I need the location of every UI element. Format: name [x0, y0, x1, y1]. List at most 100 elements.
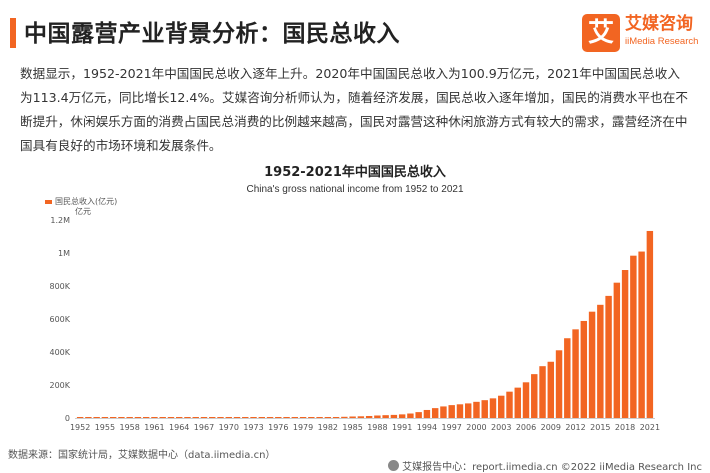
x-tick-label: 2015	[590, 423, 610, 432]
x-tick-label: 1997	[442, 423, 462, 432]
bar-2014	[588, 311, 596, 418]
x-tick-label: 2006	[516, 423, 536, 432]
bar-1967	[200, 417, 208, 418]
logo-subtitle: iiMedia Research	[625, 36, 699, 47]
bar-1971	[233, 417, 241, 418]
bar-1960	[142, 417, 150, 418]
bar-1957	[118, 417, 125, 418]
data-source: 数据来源：国家统计局，艾媒数据中心（data.iimedia.cn）	[8, 450, 276, 461]
page-title: 中国露营产业背景分析：国民总收入	[24, 21, 400, 47]
y-tick-label: 600K	[49, 315, 70, 324]
bar-1959	[134, 417, 142, 418]
footer-credit: 艾媒报告中心：report.iimedia.cn ©2022 iiMedia R…	[388, 458, 702, 473]
x-tick-label: 1982	[318, 423, 338, 432]
y-tick-label: 0	[65, 414, 70, 423]
bar-2001	[481, 400, 488, 418]
bar-2016	[605, 295, 612, 418]
brand-logo: 艾 艾媒咨询 iiMedia Research	[582, 14, 702, 52]
bar-1958	[126, 417, 133, 418]
bar-2015	[597, 304, 604, 418]
x-tick-label: 1970	[219, 423, 239, 432]
bar-1985	[349, 416, 356, 418]
bar-2013	[580, 320, 588, 418]
bar-1962	[159, 417, 166, 418]
bar-1984	[341, 416, 348, 418]
bar-1997	[448, 405, 455, 418]
bar-1999	[464, 403, 472, 418]
bar-1991	[398, 414, 406, 418]
bar-1995	[431, 408, 439, 418]
x-tick-label: 2000	[466, 423, 486, 432]
title-accent-bar	[10, 18, 16, 48]
bar-1965	[184, 417, 191, 418]
bar-1956	[109, 417, 117, 418]
bar-1994	[423, 409, 431, 418]
bar-1977	[283, 417, 290, 418]
y-axis-unit: 亿元	[75, 206, 91, 216]
bar-2021	[646, 230, 654, 418]
bar-2003	[498, 395, 505, 418]
bar-1987	[365, 415, 373, 418]
x-tick-label: 1964	[169, 423, 189, 432]
x-tick-label: 2009	[541, 423, 561, 432]
bar-1953	[85, 417, 92, 418]
analysis-paragraph: 数据显示，1952-2021年中国国民总收入逐年上升。2020年中国国民总收入为…	[20, 66, 688, 153]
bar-1964	[175, 417, 183, 418]
bar-2002	[489, 398, 497, 418]
x-tick-label: 1994	[417, 423, 437, 432]
bar-1992	[407, 413, 414, 418]
bar-1981	[316, 417, 323, 418]
bar-1990	[390, 414, 398, 418]
x-tick-label: 1976	[268, 423, 288, 432]
bar-1969	[217, 417, 224, 418]
bar-2010	[555, 350, 563, 418]
bar-2012	[572, 329, 579, 418]
bar-2004	[506, 391, 513, 418]
bar-2009	[547, 361, 555, 418]
bar-2007	[531, 374, 538, 418]
x-tick-label: 1973	[243, 423, 263, 432]
bar-2006	[522, 382, 530, 418]
bar-1986	[357, 416, 365, 418]
y-tick-label: 200K	[49, 381, 70, 390]
chart-title: 1952-2021年中国国民总收入	[264, 165, 446, 180]
x-tick-label: 2018	[615, 423, 635, 432]
bar-1974	[258, 417, 266, 418]
bar-2017	[613, 282, 621, 418]
x-tick-label: 2021	[640, 423, 660, 432]
logo-mark-icon: 艾	[582, 14, 620, 52]
report-center-icon	[388, 460, 400, 471]
bar-1976	[275, 417, 282, 418]
x-tick-label: 1955	[95, 423, 115, 432]
bar-1989	[382, 415, 389, 418]
bar-2005	[514, 387, 521, 418]
bar-2008	[539, 366, 546, 418]
bar-1952	[76, 417, 84, 418]
x-tick-label: 1961	[144, 423, 164, 432]
bar-1988	[374, 415, 381, 418]
chart-subtitle: China's gross national income from 1952 …	[246, 184, 464, 195]
x-tick-label: 1988	[367, 423, 387, 432]
bar-2019	[630, 255, 637, 418]
x-tick-label: 2012	[565, 423, 585, 432]
bar-1955	[101, 417, 109, 418]
logo-name: 艾媒咨询	[625, 14, 693, 34]
bar-2011	[564, 338, 571, 418]
bar-1982	[324, 417, 332, 418]
bar-1993	[415, 412, 422, 418]
bar-1972	[242, 417, 249, 418]
bar-1973	[250, 417, 257, 418]
y-tick-label: 1M	[58, 249, 70, 258]
bar-1961	[151, 417, 158, 418]
x-tick-label: 1985	[342, 423, 362, 432]
x-tick-label: 1952	[70, 423, 90, 432]
bar-2018	[621, 270, 629, 418]
x-tick-label: 1979	[293, 423, 313, 432]
y-tick-label: 1.2M	[50, 216, 70, 225]
y-tick-label: 800K	[49, 282, 70, 291]
bar-1980	[308, 417, 315, 418]
x-tick-label: 1991	[392, 423, 412, 432]
bar-1983	[332, 417, 340, 418]
bar-1970	[225, 417, 232, 418]
